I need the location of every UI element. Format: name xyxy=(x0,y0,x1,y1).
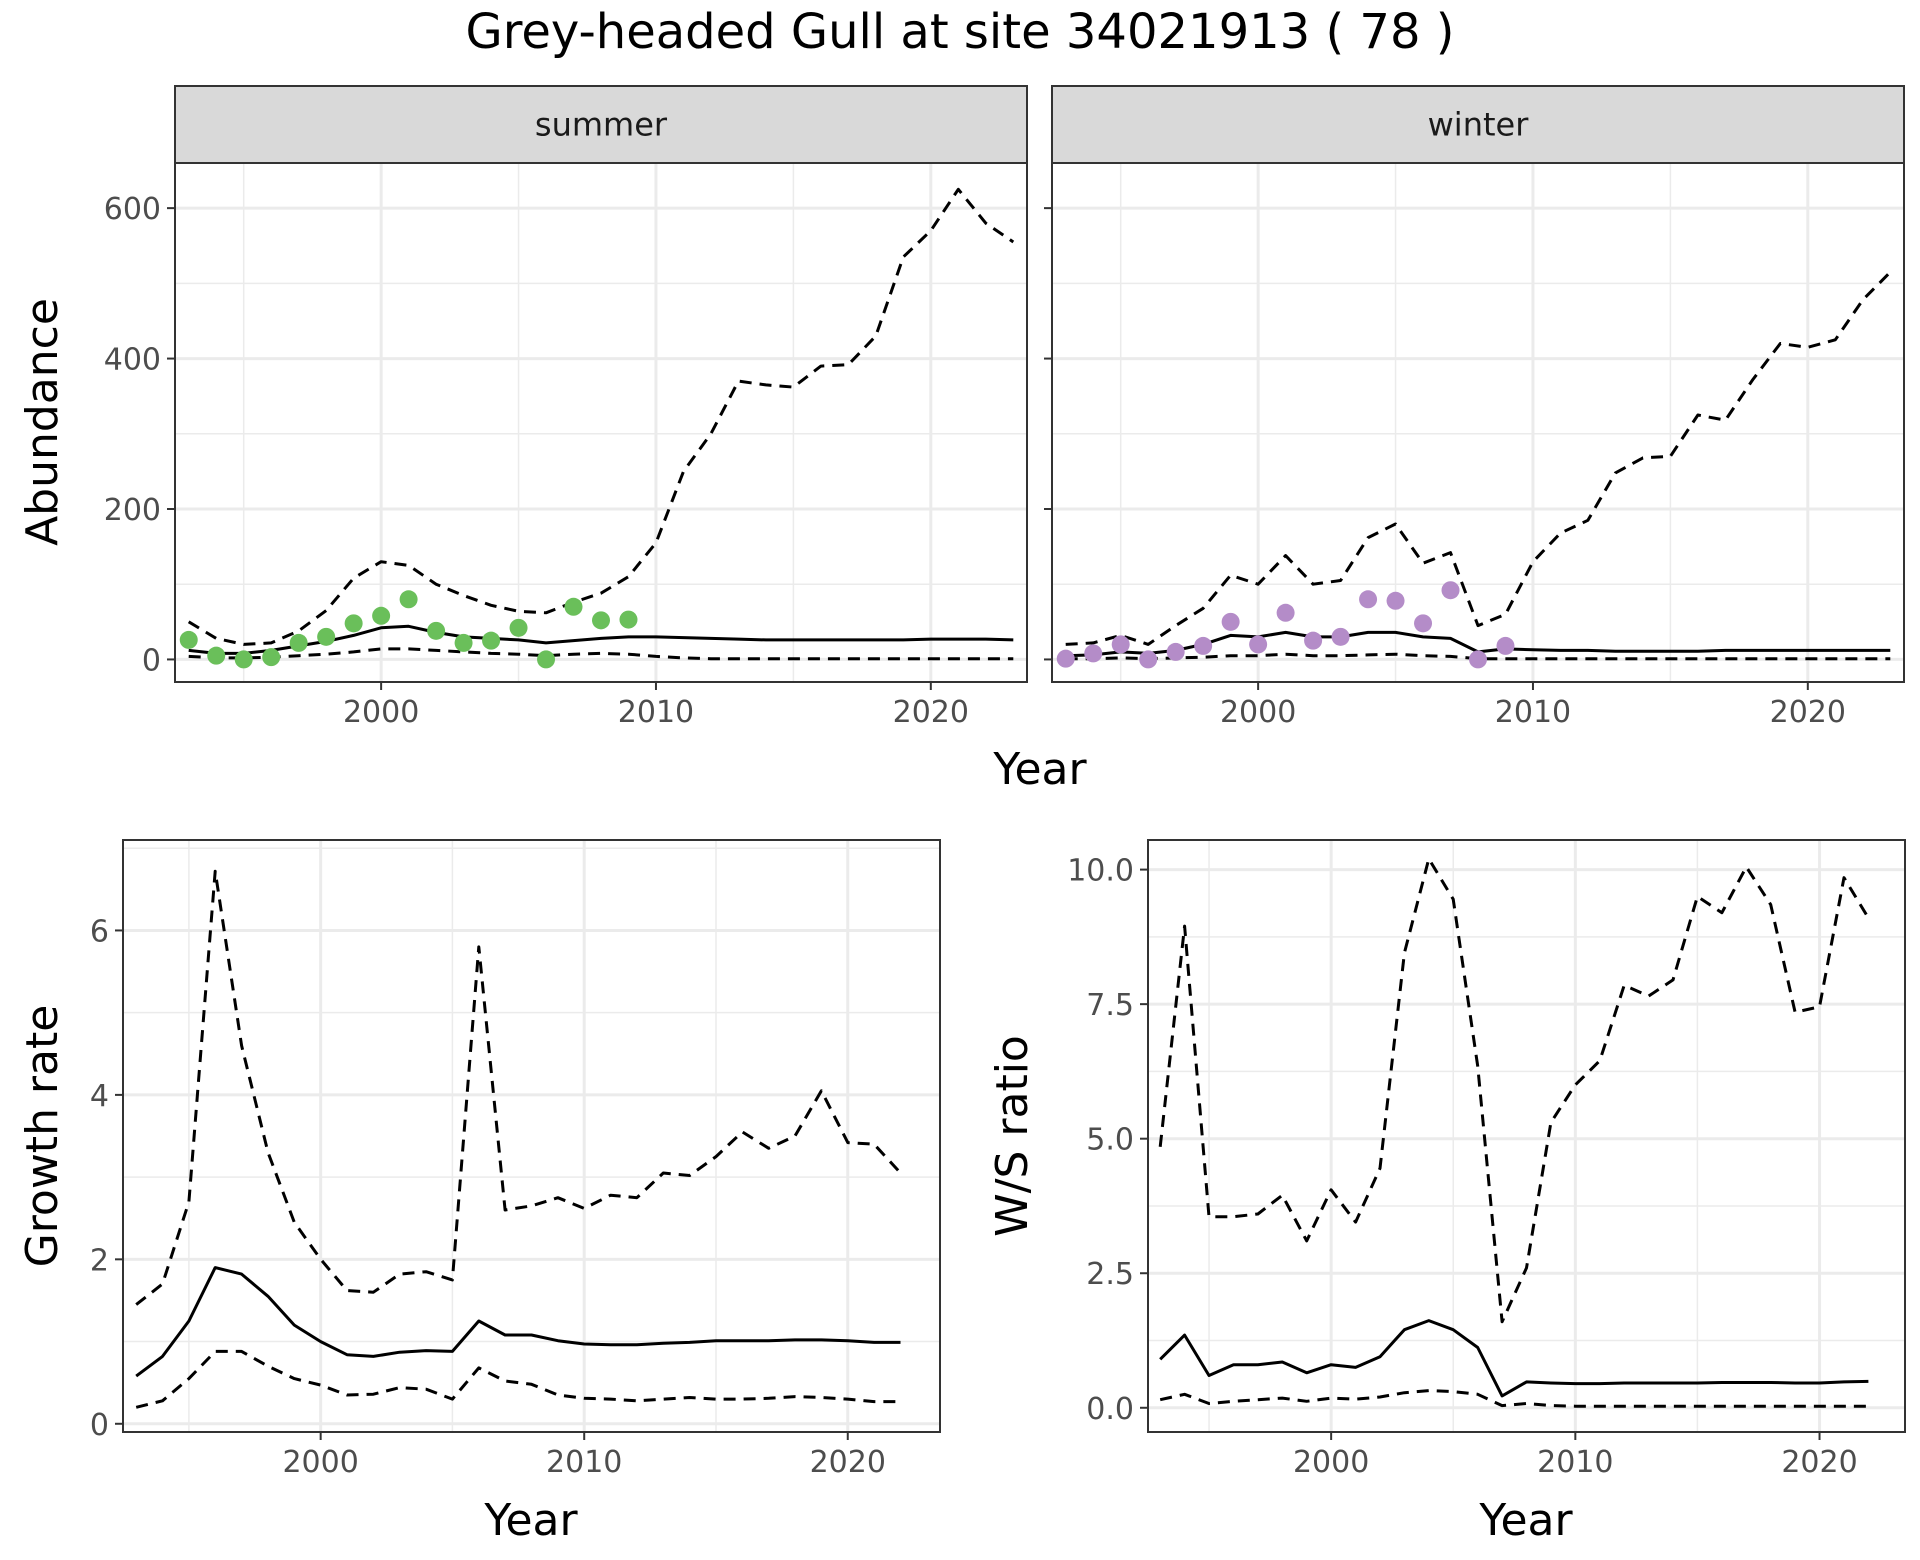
y-tick-label: 600 xyxy=(104,192,161,227)
data-point xyxy=(1276,603,1295,622)
x-tick-label: 2000 xyxy=(1220,695,1296,730)
x-tick-label: 2000 xyxy=(282,1445,358,1480)
data-point xyxy=(317,627,336,646)
panel-ws-ratio: 2000 2010 2020 0.0 2.5 5.0 7.5 10.0 Year W/S rati… xyxy=(987,839,1906,1546)
x-tick-label: 2010 xyxy=(1537,1445,1613,1480)
panel-border xyxy=(1147,839,1906,1433)
series-lower-line xyxy=(188,647,1014,661)
series-lower-line xyxy=(135,1349,901,1409)
data-point xyxy=(564,597,583,616)
y-tick-label: 4 xyxy=(90,1079,109,1114)
data-point xyxy=(619,610,638,629)
x-axis-title-abundance: Year xyxy=(992,744,1087,795)
y-tick-label: 0 xyxy=(142,643,161,678)
data-point xyxy=(1166,642,1185,661)
data-point xyxy=(1359,590,1378,609)
strip-winter xyxy=(1051,85,1905,164)
plot-background xyxy=(175,163,1027,682)
data-point xyxy=(427,621,446,640)
data-point xyxy=(1441,581,1460,600)
x-tick-label: 2000 xyxy=(1293,1445,1369,1480)
x-tick-label: 2020 xyxy=(893,695,969,730)
panel-border xyxy=(122,839,941,1433)
data-point xyxy=(372,606,391,625)
x-tick-label: 2020 xyxy=(1770,695,1846,730)
series-lower-line xyxy=(1065,652,1891,661)
y-tick-label: 6 xyxy=(90,914,109,949)
data-point xyxy=(262,648,281,667)
data-point xyxy=(1139,650,1158,669)
data-point xyxy=(1056,649,1075,668)
panel-growth-rate: 2000 2010 2020 0 2 4 6 Year Growth rate xyxy=(17,839,941,1546)
data-point xyxy=(179,630,198,649)
x-tick-label: 2020 xyxy=(810,1445,886,1480)
y-axis-title: Growth rate xyxy=(17,1005,68,1268)
data-point xyxy=(1469,650,1487,669)
data-point xyxy=(1084,644,1103,663)
series-upper-line xyxy=(187,187,1015,646)
y-tick-label: 0 xyxy=(90,1408,109,1443)
y-tick-label: 7.5 xyxy=(1086,988,1134,1023)
x-axis-title: Year xyxy=(1478,1495,1573,1546)
strip-label-winter: winter xyxy=(1428,106,1530,144)
data-point xyxy=(344,614,363,633)
data-point xyxy=(482,631,501,650)
data-point xyxy=(399,590,418,609)
series-mean-line xyxy=(135,1266,901,1378)
data-point xyxy=(207,646,226,665)
data-point xyxy=(234,650,253,669)
y-axis-title: W/S ratio xyxy=(987,1035,1038,1237)
panels: summer 2000 2010 2020 0 200 400 600 Abundance win… xyxy=(17,85,1906,1546)
series-upper-line xyxy=(135,869,902,1306)
strip-summer xyxy=(174,85,1028,164)
data-point xyxy=(289,633,308,652)
plot-background xyxy=(1148,840,1905,1432)
data-point xyxy=(1414,614,1433,633)
data-point xyxy=(454,633,473,652)
data-point xyxy=(1249,635,1268,654)
x-tick-label: 2010 xyxy=(1495,695,1571,730)
series-mean-line xyxy=(1159,1319,1869,1398)
x-tick-label: 2010 xyxy=(618,695,694,730)
data-point xyxy=(1304,631,1323,650)
data-point xyxy=(1221,612,1240,631)
series-upper-line xyxy=(1065,271,1892,646)
data-point xyxy=(1194,636,1213,655)
data-point xyxy=(537,650,556,669)
plot-background xyxy=(123,840,940,1432)
data-point xyxy=(509,618,528,637)
series-lower-line xyxy=(1159,1389,1869,1408)
x-tick-label: 2000 xyxy=(343,695,419,730)
strip-label-summer: summer xyxy=(535,106,668,144)
x-tick-label: 2020 xyxy=(1781,1445,1857,1480)
y-tick-label: 5.0 xyxy=(1086,1123,1134,1158)
plot-background xyxy=(1052,163,1904,682)
data-point xyxy=(1111,635,1130,654)
y-tick-label: 400 xyxy=(104,343,161,378)
data-point xyxy=(1331,627,1350,646)
data-point xyxy=(592,611,610,630)
y-tick-label: 2.5 xyxy=(1086,1257,1134,1292)
y-axis-title: Abundance xyxy=(17,298,68,546)
y-tick-label: 200 xyxy=(104,493,161,528)
panel-abundance-summer: summer 2000 2010 2020 0 200 400 600 Abundance xyxy=(17,85,1028,730)
series-upper-line xyxy=(1158,857,1870,1324)
x-tick-label: 2010 xyxy=(546,1445,622,1480)
figure-title: Grey-headed Gull at site 34021913 ( 78 ) xyxy=(466,4,1455,60)
y-tick-label: 10.0 xyxy=(1067,854,1134,889)
y-tick-label: 0.0 xyxy=(1086,1392,1134,1427)
y-tick-label: 2 xyxy=(90,1243,109,1278)
data-point xyxy=(1386,591,1405,610)
panel-abundance-winter: winter 2000 2010 2020 xyxy=(1044,85,1905,730)
data-point xyxy=(1496,636,1515,655)
x-axis-title: Year xyxy=(483,1495,578,1546)
